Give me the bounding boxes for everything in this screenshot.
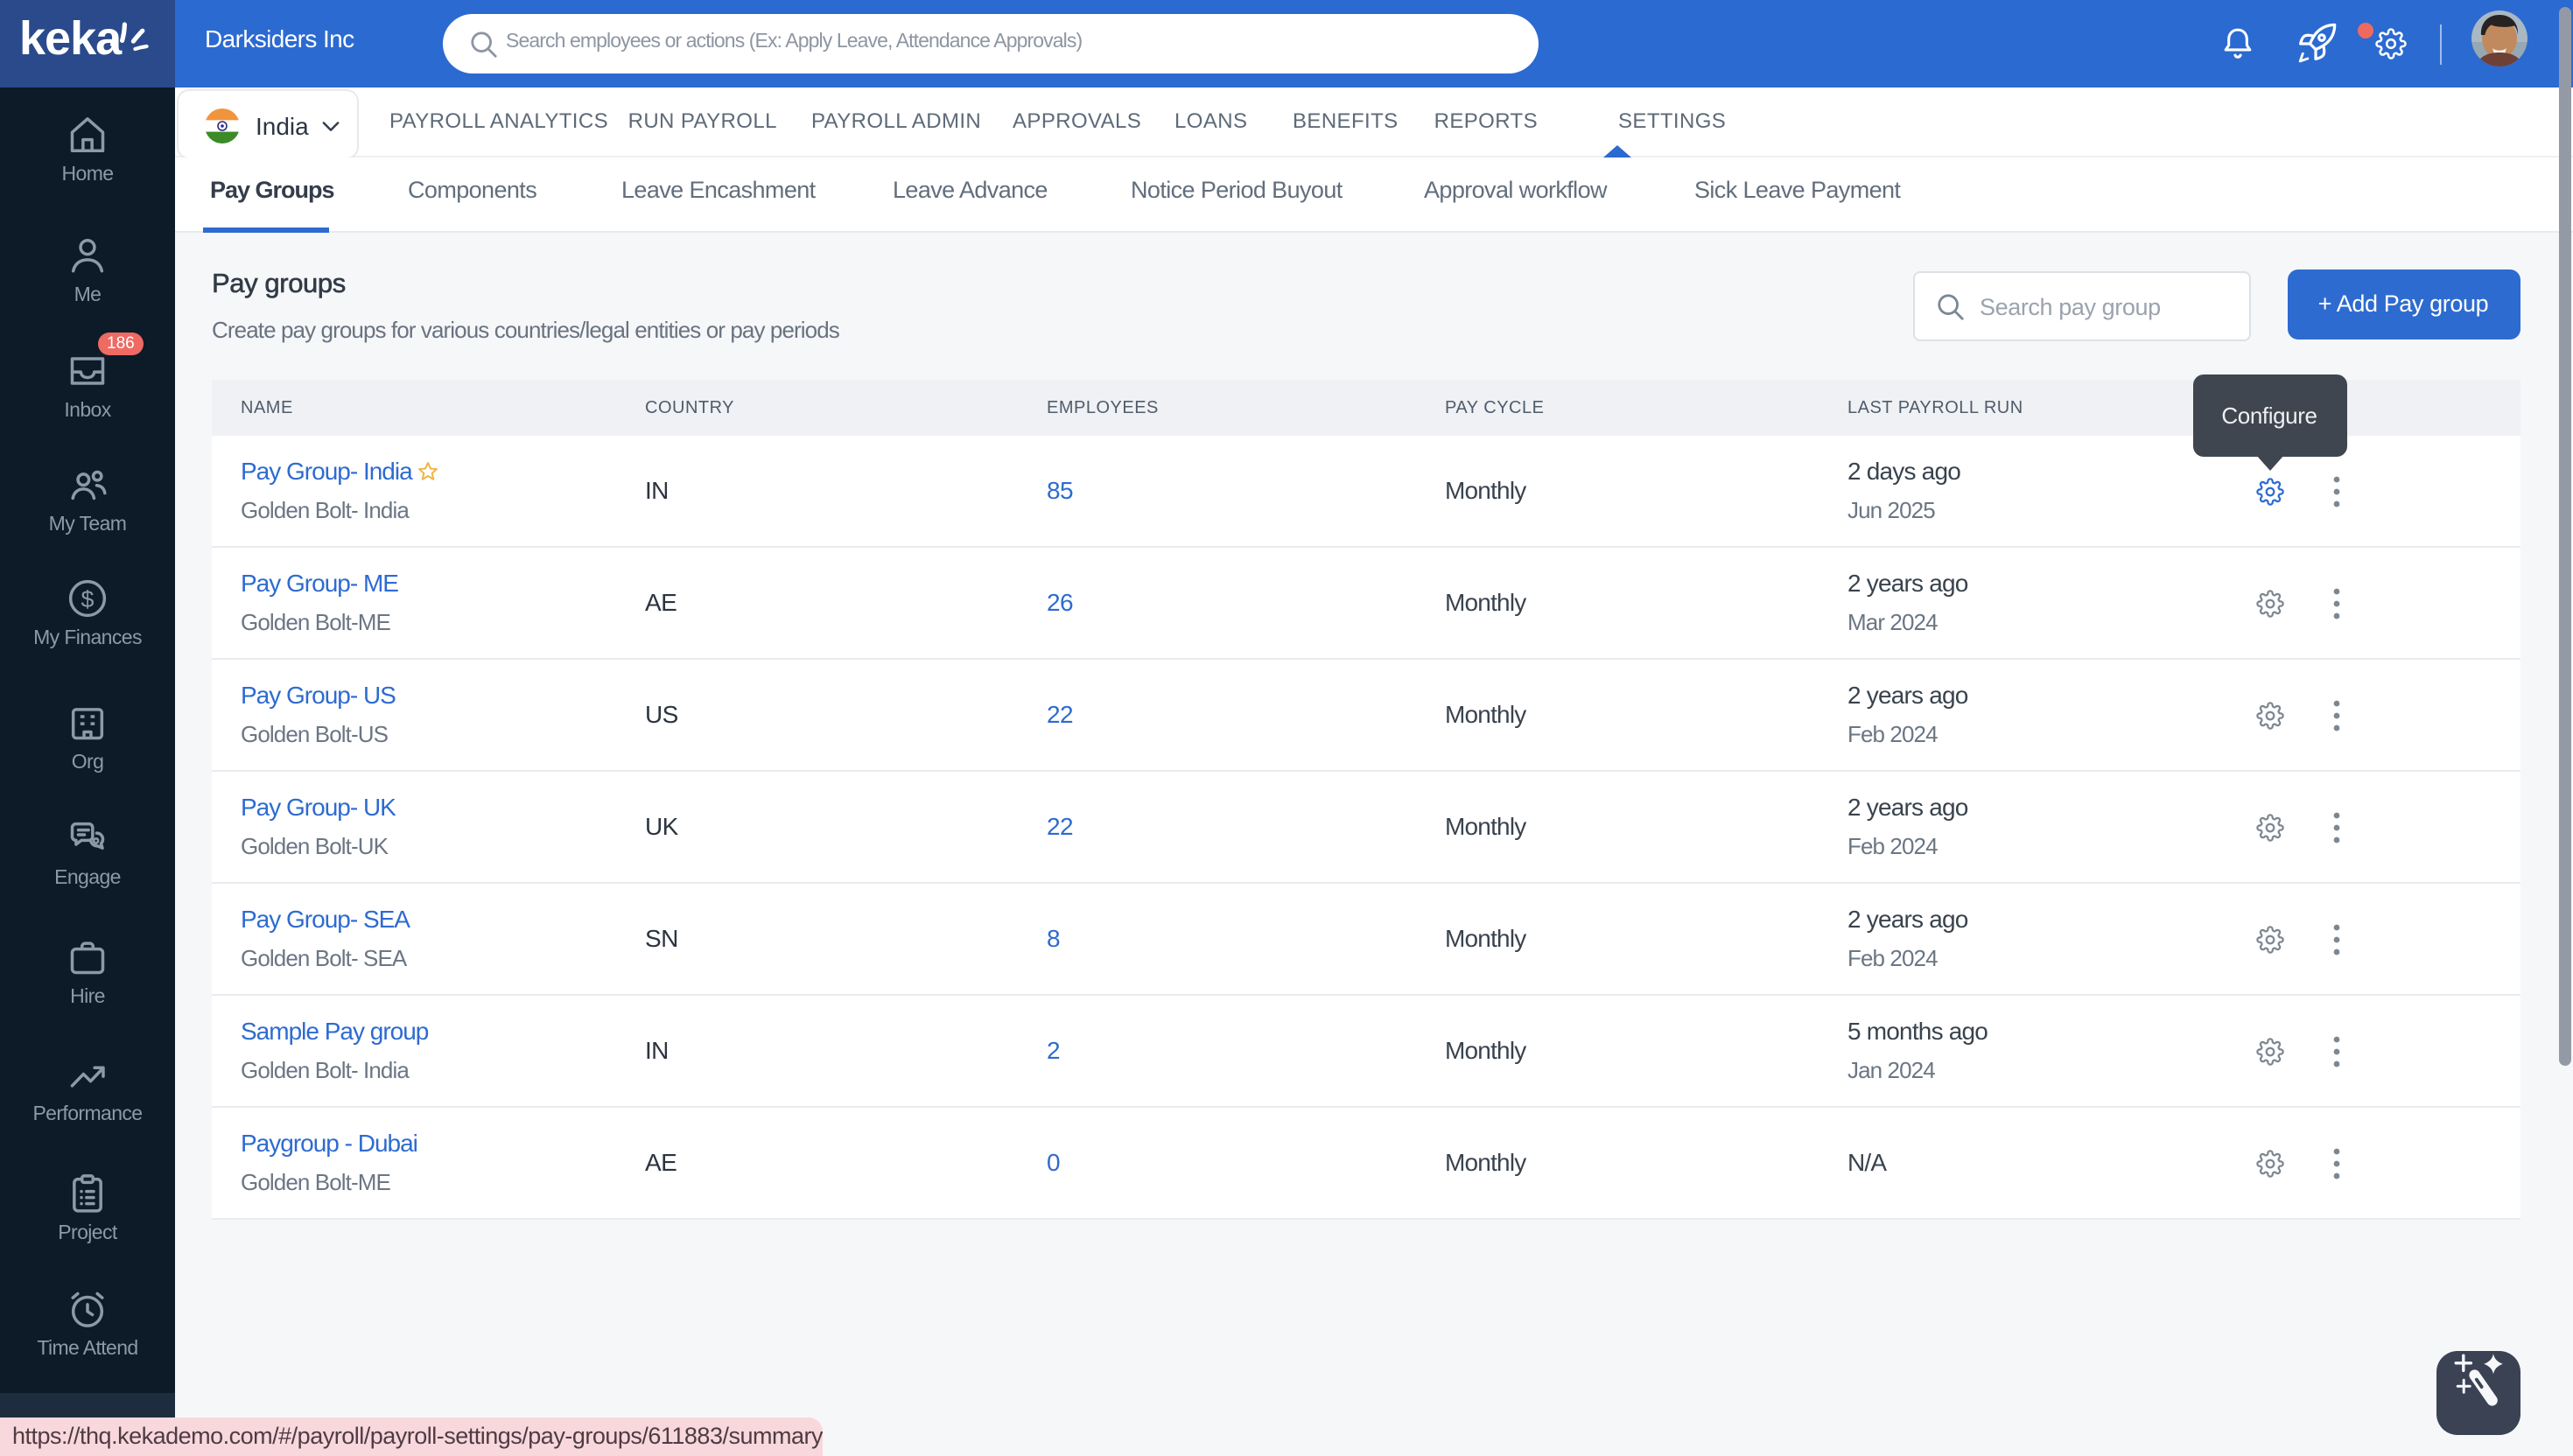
svg-text:$: $ bbox=[81, 585, 95, 612]
